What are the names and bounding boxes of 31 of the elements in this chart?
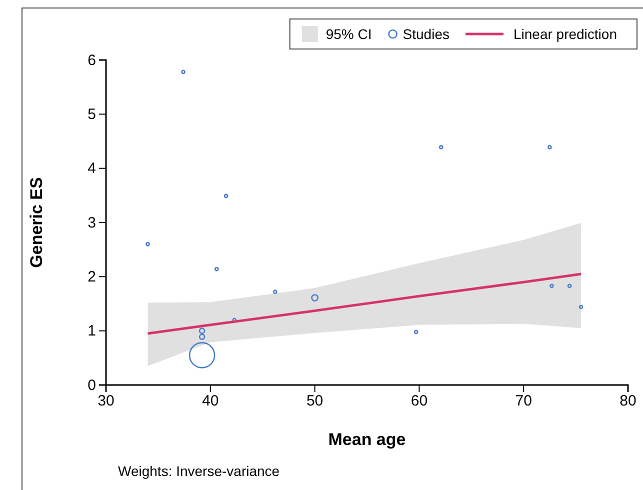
- x-tick-label: 30: [98, 392, 114, 410]
- line-series: [146, 272, 582, 335]
- point: [548, 145, 552, 150]
- point: [550, 284, 554, 288]
- point: [578, 304, 584, 310]
- y-tick-label: 2: [88, 268, 96, 286]
- point: [181, 70, 186, 74]
- legend-label: Linear prediction: [513, 26, 617, 42]
- x-tick-label: 50: [306, 392, 324, 410]
- y-tick-label: 3: [88, 214, 96, 232]
- text: 95% CI: [326, 26, 372, 42]
- y-tick-label: 5: [88, 106, 96, 123]
- x-tick-label: 60: [410, 392, 428, 410]
- point: [438, 145, 444, 150]
- point: [224, 194, 228, 198]
- point: [414, 330, 418, 334]
- x-tick-label: 40: [202, 392, 219, 410]
- y-tick-label: 6: [88, 52, 96, 69]
- point: [567, 284, 572, 288]
- x-tick-label: 70: [515, 392, 532, 410]
- point: [146, 242, 150, 246]
- point: [272, 290, 278, 294]
- x-tick-label: 80: [620, 392, 636, 410]
- text: Weights: Inverse-variance: [118, 463, 280, 479]
- y-tick-label: 0: [88, 376, 96, 394]
- y-tick-label: 4: [88, 160, 96, 178]
- y-tick-label: 1: [88, 322, 96, 340]
- x-axis-title: Mean age: [328, 430, 406, 449]
- point: [214, 266, 219, 272]
- legend-label: Studies: [402, 26, 450, 42]
- y-axis-title: Generic ES: [27, 177, 46, 268]
